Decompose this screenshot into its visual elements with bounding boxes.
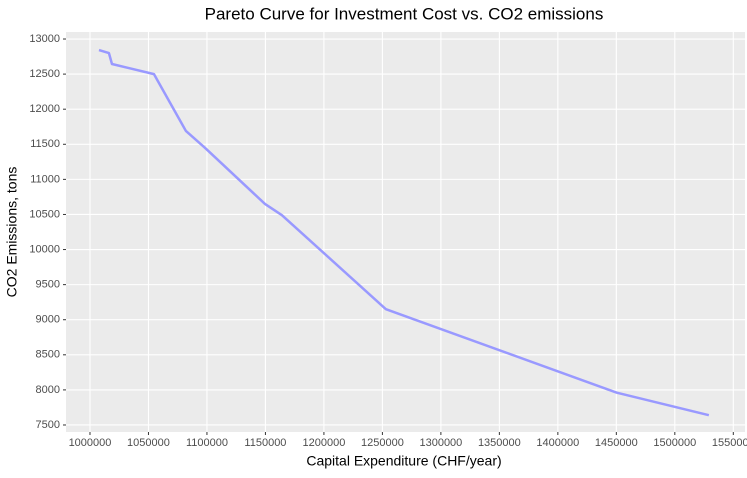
x-tick-label: 1050000	[127, 437, 170, 449]
y-tick-label: 11500	[30, 138, 60, 150]
y-tick-label: 8000	[36, 384, 60, 396]
x-tick-label: 1450000	[595, 437, 638, 449]
y-tick-label: 10500	[29, 208, 60, 220]
chart-title: Pareto Curve for Investment Cost vs. CO2…	[205, 4, 604, 23]
y-tick-label: 8500	[36, 349, 60, 361]
y-tick-label: 9000	[36, 314, 60, 326]
y-tick-label: 9500	[36, 279, 60, 291]
x-tick-label: 1250000	[361, 437, 404, 449]
data-line	[98, 48, 710, 417]
y-tick-label: 12000	[29, 103, 60, 115]
x-tick-label: 1400000	[536, 437, 579, 449]
plot-panel	[66, 32, 745, 432]
x-tick-label: 1000000	[69, 437, 112, 449]
y-tick-label: 11000	[30, 173, 60, 185]
x-tick-label: 1100000	[186, 437, 228, 449]
y-tick-label: 12500	[29, 68, 60, 80]
y-tick-label: 7500	[36, 419, 60, 431]
x-tick-label: 1500000	[653, 437, 696, 449]
x-tick-label: 1350000	[478, 437, 521, 449]
y-tick-label: 10000	[29, 243, 60, 255]
x-tick-label: 1300000	[419, 437, 462, 449]
x-tick-label: 1550000	[712, 437, 747, 449]
x-tick-label: 1200000	[303, 437, 346, 449]
y-axis-title: CO2 Emissions, tons	[4, 167, 20, 298]
x-tick-label: 1150000	[244, 437, 286, 449]
x-axis-title: Capital Expenditure (CHF/year)	[306, 453, 501, 469]
y-tick-label: 13000	[29, 33, 60, 45]
